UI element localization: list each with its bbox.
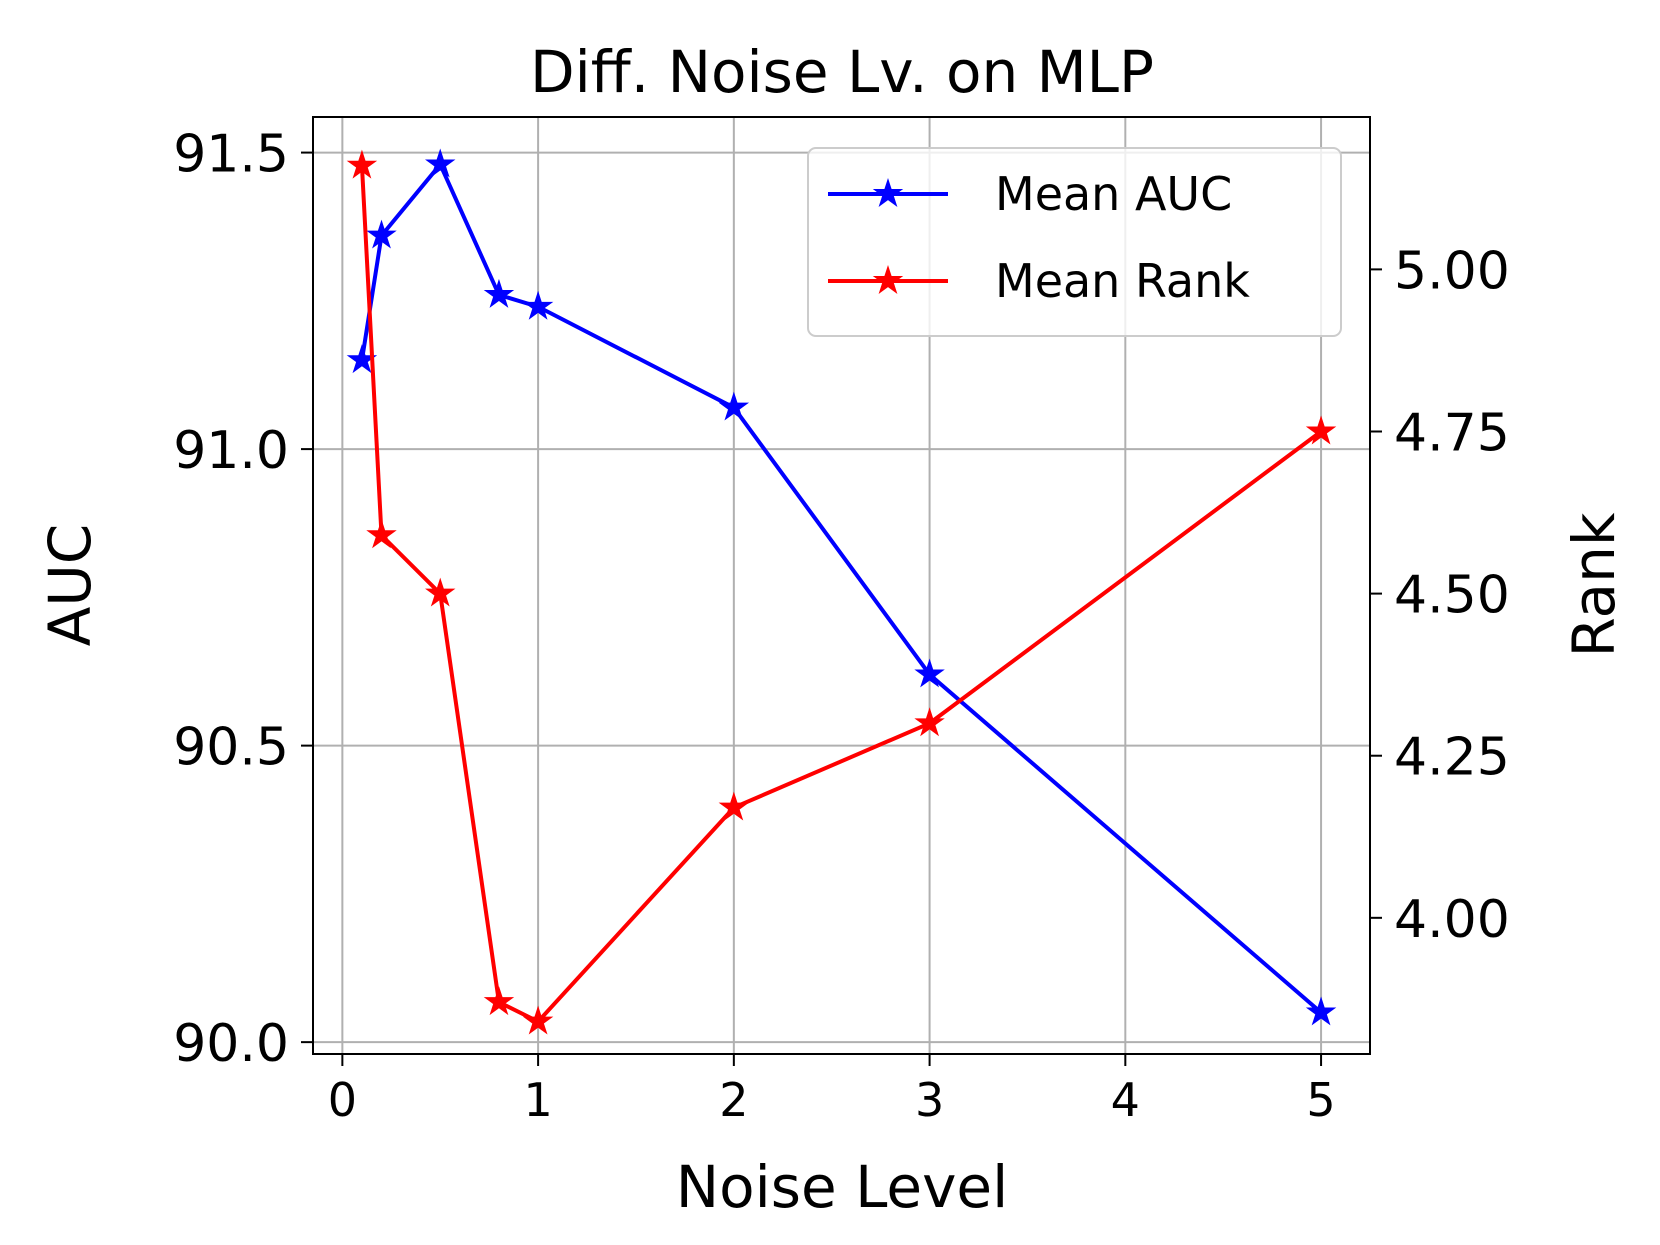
data-point-mean-auc <box>914 658 945 688</box>
data-point-mean-rank <box>1305 415 1337 445</box>
right-y-axis: 4.00 4.25 4.50 4.75 5.00 <box>1370 241 1510 950</box>
legend-label-mean-rank: Mean Rank <box>995 254 1250 308</box>
right-y-tick-label: 4.50 <box>1394 566 1510 626</box>
left-y-tick-label: 91.0 <box>173 421 289 481</box>
right-y-tick-label: 4.25 <box>1394 728 1510 788</box>
data-point-mean-rank <box>366 519 397 549</box>
left-y-axis: 90.0 90.5 91.0 91.5 <box>173 125 313 1074</box>
x-tick-label: 5 <box>1306 1073 1335 1127</box>
data-point-mean-auc <box>718 391 750 421</box>
data-point-mean-rank <box>522 1005 554 1035</box>
legend: Mean AUC Mean Rank <box>807 147 1342 337</box>
data-point-mean-auc <box>483 278 515 308</box>
series-layer <box>346 148 1337 1035</box>
left-y-axis-label: AUC <box>36 524 104 647</box>
data-point-mean-auc <box>346 344 378 374</box>
series-line-mean-auc <box>359 162 1323 1015</box>
data-point-mean-auc <box>1305 996 1337 1026</box>
data-point-mean-auc <box>522 290 554 320</box>
x-tick-label: 2 <box>719 1073 748 1127</box>
right-y-axis-label: Rank <box>1560 512 1628 657</box>
data-point-mean-rank <box>346 149 378 179</box>
data-point-mean-rank <box>425 577 456 607</box>
x-tick-label: 1 <box>523 1073 552 1127</box>
legend-marker-mean-rank <box>872 265 904 294</box>
data-point-mean-rank <box>483 986 515 1016</box>
right-y-tick-label: 4.00 <box>1394 890 1510 950</box>
data-point-mean-auc <box>425 148 456 178</box>
x-tick-label: 0 <box>328 1073 357 1127</box>
legend-label-mean-auc: Mean AUC <box>995 167 1232 221</box>
data-point-mean-auc <box>366 219 397 249</box>
series-line-mean-rank <box>359 165 1323 1024</box>
x-axis: 0 1 2 3 4 5 <box>328 1054 1336 1127</box>
legend-marker-mean-auc <box>872 178 904 207</box>
plot-frame <box>312 116 1371 1055</box>
right-y-tick-label: 4.75 <box>1394 403 1510 463</box>
x-tick-label: 4 <box>1111 1073 1140 1127</box>
chart-title: Diff. Noise Lv. on MLP <box>530 38 1154 106</box>
data-point-mean-rank <box>914 707 945 737</box>
right-y-tick-label: 5.00 <box>1394 241 1510 301</box>
left-y-tick-label: 90.0 <box>173 1014 289 1074</box>
left-y-tick-label: 90.5 <box>173 718 289 778</box>
x-axis-label: Noise Level <box>676 1153 1008 1221</box>
x-tick-label: 3 <box>915 1073 944 1127</box>
data-point-mean-rank <box>718 791 750 821</box>
left-y-tick-label: 91.5 <box>173 125 289 185</box>
